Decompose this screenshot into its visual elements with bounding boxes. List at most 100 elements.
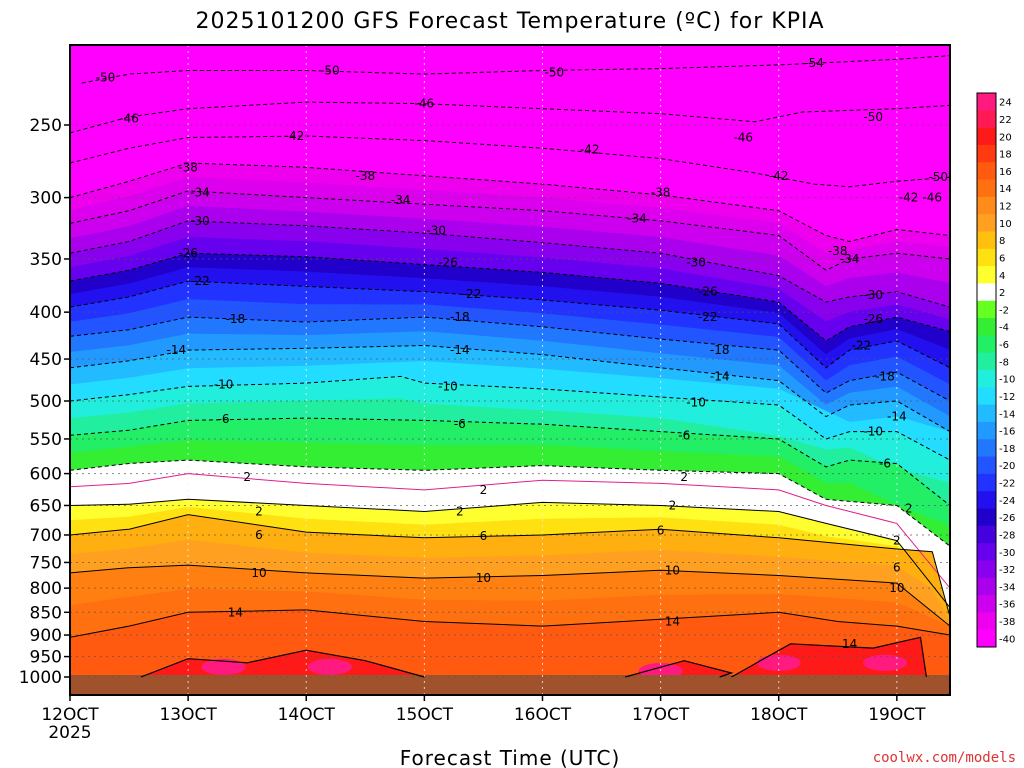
y-tick-label-850: 850 [30, 603, 62, 623]
contour-labels: -50-50 -50-54-50-50-46-46-46-46-42-42-42-… [96, 56, 948, 651]
colorbar-swatch-1 [977, 110, 996, 129]
colorbar-swatch-27 [977, 560, 996, 579]
contour-label-4: -50 [863, 110, 883, 124]
contour-label-11: -42 [580, 143, 600, 157]
contour-label-44: -10 [686, 396, 706, 410]
y-tick-label-900: 900 [30, 626, 62, 646]
y-tick-label-700: 700 [30, 526, 62, 546]
contour-label-58: 6 [255, 528, 263, 542]
contour-label-7: -46 [415, 97, 435, 111]
contour-label-33: -22 [852, 339, 872, 353]
contour-label-49: -6 [879, 457, 891, 471]
colorbar-frame [976, 92, 997, 648]
contour-label-15: -38 [355, 169, 375, 183]
isotherm-14-17 [70, 609, 950, 638]
colorbar-label-7: 10 [999, 219, 1012, 230]
colorbar-label-2: 20 [999, 132, 1012, 143]
contour-label-17: -38 [828, 244, 848, 258]
colorbar-label-11: 2 [999, 288, 1005, 299]
colorbar-label-9: 6 [999, 253, 1005, 264]
colorbar-swatch-22 [977, 473, 996, 492]
credit-text: coolwx.com/models [873, 750, 1016, 766]
contour-label-59: 6 [480, 529, 488, 543]
chart-title: 2025101200 GFS Forecast Temperature (ºC)… [195, 9, 824, 34]
y-tick-label-650: 650 [30, 496, 62, 516]
colorbar-swatch-7 [977, 214, 996, 232]
contour-label-24: -30 [686, 255, 706, 269]
contour-label-25: -30 [863, 288, 883, 302]
colorbar-swatch-3 [977, 144, 996, 163]
contour-label-20: -34 [627, 211, 647, 225]
colorbar-label-13: -4 [999, 323, 1009, 334]
colorbar-label-27: -32 [999, 565, 1015, 576]
contour-label-37: -18 [875, 369, 895, 383]
contour-label-67: 14 [665, 615, 680, 629]
colorbar-swatch-12 [977, 300, 996, 319]
contour-label-34: -18 [226, 312, 246, 326]
contour-label-50: 2 [243, 470, 251, 484]
y-tick-label-750: 750 [30, 553, 62, 573]
colorbar-swatch-10 [977, 266, 996, 284]
contour-label-22: -30 [190, 214, 210, 228]
x-tick-label-6: 18OCT [750, 705, 808, 725]
y-tick-label-950: 950 [30, 648, 62, 668]
contour-label-29: -26 [863, 312, 883, 326]
colorbar-swatch-4 [977, 162, 996, 181]
colorbar-swatch-23 [977, 491, 996, 509]
contour-label-45: -10 [863, 425, 883, 439]
colorbar-label-26: -30 [999, 548, 1015, 559]
contour-label-5: -50 [928, 170, 948, 184]
colorbar-label-31: -40 [999, 634, 1015, 645]
contour-label-53: 2 [905, 502, 913, 516]
isotherm--6-11 [70, 417, 950, 506]
contour-label-39: -14 [450, 343, 470, 357]
isotherm-18-18 [140, 649, 425, 678]
x-tick-label-7: 19OCT [868, 705, 926, 725]
contour-label-46: -6 [218, 412, 230, 426]
colorbar-swatch-0 [977, 93, 996, 111]
x-axis: 12OCT 13OCT 14OCT 15OCT 16OCT 17OCT 18OCT 19OCT [41, 695, 926, 725]
isotherm-contours [70, 55, 950, 678]
contour-label-42: -10 [214, 378, 234, 392]
colorbar-swatch-6 [977, 196, 996, 215]
contour-label-27: -26 [438, 255, 458, 269]
isotherm--26-6 [70, 252, 950, 342]
isotherm--18-8 [70, 316, 950, 402]
contour-label-62: 10 [251, 566, 266, 580]
x-axis-label: Forecast Time (UTC) [400, 746, 621, 768]
isotherm-18-19 [625, 660, 734, 678]
contour-label-8: -46 [733, 131, 753, 145]
contour-label-1: -50 [320, 63, 340, 77]
contour-label-48: -6 [678, 428, 690, 442]
colorbar-label-5: 14 [999, 184, 1012, 195]
isotherm--46-1 [70, 101, 950, 134]
hot-spot-0 [201, 658, 246, 675]
plot-frame [69, 44, 951, 696]
colorbar-label-14: -6 [999, 340, 1009, 351]
y-tick-label-500: 500 [30, 392, 62, 412]
y-tick-label-400: 400 [30, 303, 62, 323]
contour-label-56: 2 [669, 498, 677, 512]
contour-label-12: -42 [769, 169, 789, 183]
colorbar-swatch-25 [977, 525, 996, 544]
contour-label-13: -42 [899, 191, 919, 205]
contour-label-26: -26 [178, 246, 198, 260]
y-tick-label-800: 800 [30, 579, 62, 599]
isotherm-6-15 [70, 514, 950, 618]
contour-label-51: 2 [480, 483, 488, 497]
isotherm--14-9 [70, 344, 950, 433]
colorbar-swatch-26 [977, 543, 996, 561]
x-tick-label-3: 15OCT [396, 705, 454, 725]
isotherm-18-20 [731, 636, 927, 678]
contour-label-35: -18 [450, 310, 470, 324]
isotherm--2-12 [70, 459, 950, 547]
y-tick-label-550: 550 [30, 430, 62, 450]
contour-label-9: -46 [922, 191, 942, 205]
colorbar-swatch-24 [977, 508, 996, 527]
colorbar-label-18: -14 [999, 409, 1015, 420]
contour-label-65: 10 [889, 581, 904, 595]
isotherm-2-13 [70, 473, 950, 589]
colorbar-swatch-9 [977, 248, 996, 267]
colorbar-label-16: -10 [999, 375, 1015, 386]
